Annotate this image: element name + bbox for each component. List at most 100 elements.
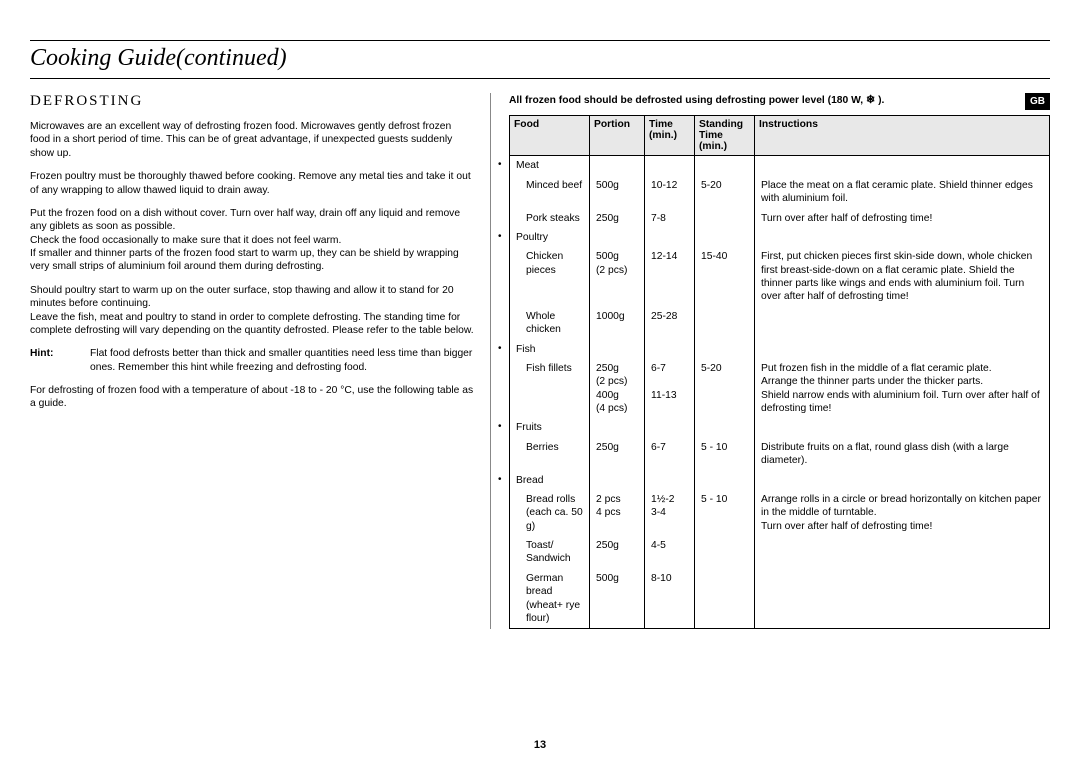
table-row: German bread (wheat+ rye flour)500g8-10 — [510, 569, 1050, 629]
paragraph: Should poultry start to warm up on the o… — [30, 284, 474, 338]
title-bar: Cooking Guide(continued) — [30, 40, 1050, 79]
page-number: 13 — [0, 739, 1080, 751]
empty-cell — [590, 471, 645, 490]
empty-cell — [645, 156, 695, 176]
paragraph: For defrosting of frozen food with a tem… — [30, 384, 474, 411]
category-row: •Fish — [510, 340, 1050, 359]
time-cell: 25-28 — [645, 307, 695, 340]
hint-text: Flat food defrosts better than thick and… — [90, 347, 474, 374]
instructions-cell: Turn over after half of defrosting time! — [755, 209, 1050, 228]
time-cell: 6-7 — [645, 438, 695, 471]
standing-cell: 5 - 10 — [695, 490, 755, 536]
category-row: •Fruits — [510, 418, 1050, 437]
time-cell: 10-12 — [645, 176, 695, 209]
instructions-cell — [755, 569, 1050, 629]
portion-cell: 250g — [590, 536, 645, 569]
col-portion: Portion — [590, 116, 645, 156]
region-badge: GB — [1025, 93, 1050, 110]
time-cell: 7-8 — [645, 209, 695, 228]
bullet-icon: • — [498, 473, 502, 486]
portion-cell: 1000g — [590, 307, 645, 340]
food-cell: Minced beef — [510, 176, 590, 209]
food-cell: Toast/ Sandwich — [510, 536, 590, 569]
empty-cell — [645, 340, 695, 359]
empty-cell — [755, 418, 1050, 437]
hint-row: Hint: Flat food defrosts better than thi… — [30, 347, 474, 374]
standing-cell: 15-40 — [695, 247, 755, 307]
table-row: Bread rolls (each ca. 50 g)2 pcs4 pcs1½-… — [510, 490, 1050, 536]
time-cell: 8-10 — [645, 569, 695, 629]
time-cell: 6-711-13 — [645, 359, 695, 419]
category-row: •Meat — [510, 156, 1050, 176]
instructions-cell: First, put chicken pieces first skin-sid… — [755, 247, 1050, 307]
instructions-cell — [755, 307, 1050, 340]
section-heading: DEFROSTING — [30, 93, 474, 110]
category-cell: •Fish — [510, 340, 590, 359]
food-cell: Bread rolls (each ca. 50 g) — [510, 490, 590, 536]
portion-cell: 250g — [590, 209, 645, 228]
standing-cell — [695, 569, 755, 629]
category-cell: •Bread — [510, 471, 590, 490]
table-row: Pork steaks250g7-8 Turn over after half o… — [510, 209, 1050, 228]
paragraph: Put the frozen food on a dish without co… — [30, 207, 474, 274]
empty-cell — [755, 156, 1050, 176]
portion-cell: 2 pcs4 pcs — [590, 490, 645, 536]
table-row: Whole chicken1000g25-28 — [510, 307, 1050, 340]
empty-cell — [695, 228, 755, 247]
empty-cell — [755, 228, 1050, 247]
category-row: •Poultry — [510, 228, 1050, 247]
standing-cell: 5-20 — [695, 359, 755, 419]
time-cell: 1½-23-4 — [645, 490, 695, 536]
instructions-cell: Distribute fruits on a flat, round glass… — [755, 438, 1050, 471]
instructions-cell: Put frozen fish in the middle of a flat … — [755, 359, 1050, 419]
bullet-icon: • — [498, 158, 502, 171]
intro-text: All frozen food should be defrosted usin… — [509, 95, 863, 106]
empty-cell — [755, 340, 1050, 359]
empty-cell — [590, 156, 645, 176]
food-cell: Chicken pieces — [510, 247, 590, 307]
time-cell: 12-14 — [645, 247, 695, 307]
portion-cell: 250g(2 pcs)400g(4 pcs) — [590, 359, 645, 419]
page-title: Cooking Guide(continued) — [30, 45, 1050, 72]
col-instructions: Instructions — [755, 116, 1050, 156]
empty-cell — [695, 418, 755, 437]
empty-cell — [645, 471, 695, 490]
empty-cell — [695, 156, 755, 176]
empty-cell — [590, 418, 645, 437]
hint-label: Hint: — [30, 347, 90, 374]
columns: DEFROSTING Microwaves are an excellent w… — [30, 93, 1050, 629]
portion-cell: 500g — [590, 176, 645, 209]
table-row: Minced beef500g10-125-20Place the meat o… — [510, 176, 1050, 209]
empty-cell — [590, 340, 645, 359]
table-header-row: Food Portion Time (min.) Standing Time (… — [510, 116, 1050, 156]
category-cell: •Fruits — [510, 418, 590, 437]
snowflake-icon: ❄ — [866, 94, 875, 106]
portion-cell: 250g — [590, 438, 645, 471]
portion-cell: 500g(2 pcs) — [590, 247, 645, 307]
food-cell: Pork steaks — [510, 209, 590, 228]
table-intro: All frozen food should be defrosted usin… — [509, 93, 1050, 107]
food-cell: Berries — [510, 438, 590, 471]
standing-cell — [695, 536, 755, 569]
bullet-icon: • — [498, 342, 502, 355]
empty-cell — [695, 471, 755, 490]
page-content: Cooking Guide(continued) DEFROSTING Micr… — [30, 40, 1050, 629]
table-row: Toast/ Sandwich250g4-5 — [510, 536, 1050, 569]
bullet-icon: • — [498, 420, 502, 433]
standing-cell: 5 - 10 — [695, 438, 755, 471]
instructions-cell — [755, 536, 1050, 569]
right-column: GB All frozen food should be defrosted u… — [490, 93, 1050, 629]
standing-cell — [695, 209, 755, 228]
empty-cell — [645, 228, 695, 247]
category-cell: •Meat — [510, 156, 590, 176]
table-row: Berries250g6-75 - 10Distribute fruits on… — [510, 438, 1050, 471]
defrost-table: Food Portion Time (min.) Standing Time (… — [509, 115, 1050, 629]
food-cell: Fish fillets — [510, 359, 590, 419]
empty-cell — [695, 340, 755, 359]
food-cell: Whole chicken — [510, 307, 590, 340]
table-row: Fish fillets250g(2 pcs)400g(4 pcs)6-711-… — [510, 359, 1050, 419]
col-time: Time (min.) — [645, 116, 695, 156]
time-cell: 4-5 — [645, 536, 695, 569]
table-row: Chicken pieces500g(2 pcs)12-1415-40First… — [510, 247, 1050, 307]
standing-cell: 5-20 — [695, 176, 755, 209]
